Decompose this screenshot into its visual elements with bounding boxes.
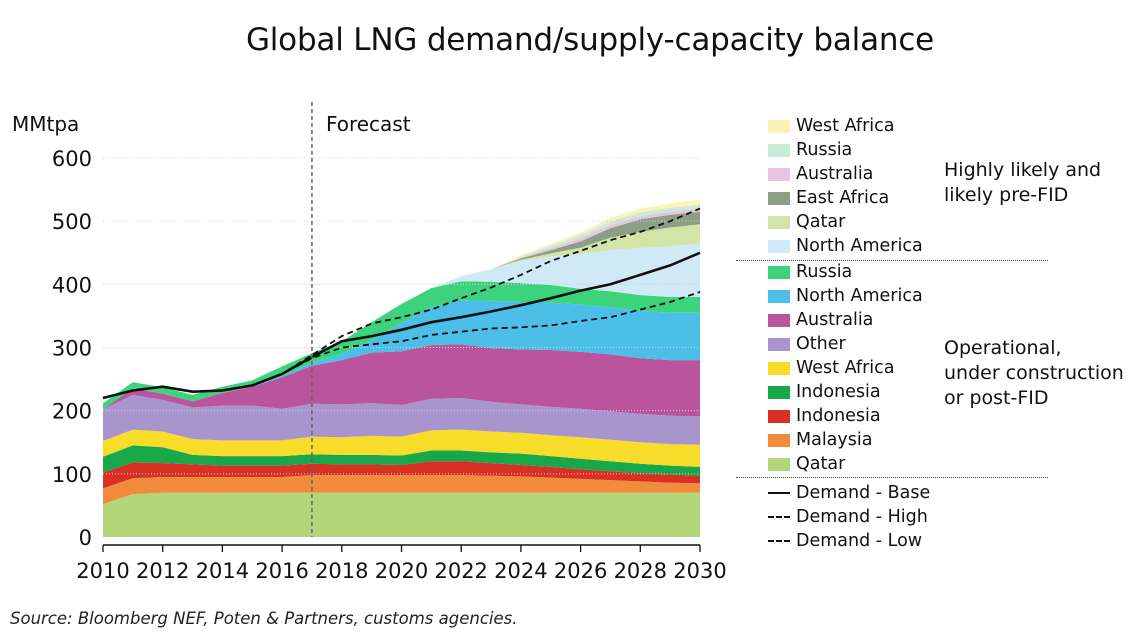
legend-item: Qatar [768,453,845,475]
area-operational-west-africa [103,429,700,467]
legend-item: Australia [768,309,873,331]
area-pre-FID-north-america [103,243,700,404]
legend-label: North America [796,236,923,256]
legend-label: Australia [796,310,874,330]
legend-line-swatch [768,516,790,518]
legend-item: Malaysia [768,429,872,451]
x-tick-label: 2010 [76,559,129,583]
axes: 2010 2012 2014 2016 2018 2020 2022 2024 2026 2028… [52,102,727,583]
x-tick-label: 2012 [136,559,189,583]
legend-label: North America [796,286,923,306]
area-operational-russia [103,281,700,410]
y-tick-label: 500 [52,210,92,234]
legend-item: Qatar [768,211,845,233]
legend-item: Other [768,333,846,355]
legend-item: Demand - Low [768,530,922,552]
y-tick-label: 0 [79,526,92,550]
legend-swatch [768,385,790,399]
y-tick-label: 400 [52,273,92,297]
x-tick-label: 2024 [494,559,547,583]
legend-label: Qatar [796,454,846,474]
area-operational-australia [103,344,700,417]
x-tick-label: 2026 [554,559,607,583]
legend-item: Demand - Base [768,482,930,504]
legend-swatch [768,239,790,253]
area-pre-FID-qatar [103,224,700,404]
legend-label: Demand - Low [796,531,923,551]
legend-swatch [768,313,790,327]
x-tick-label: 2018 [315,559,368,583]
chart-title: Global LNG demand/supply-capacity balanc… [245,22,935,58]
legend-label: Indonesia [796,382,881,402]
legend-swatch [768,191,790,205]
legend-label: East Africa [796,188,890,208]
legend-swatch [768,433,790,447]
forecast-label: Forecast [326,112,411,136]
legend-item: Demand - High [768,506,928,528]
y-tick-label: 300 [52,337,92,361]
legend-swatch [768,409,790,423]
y-tick-label: 100 [52,463,92,487]
x-tick-label: 2016 [255,559,308,583]
legend-label: West Africa [796,358,895,378]
prefid-group-label: Highly likely and likely pre-FID [944,159,1102,206]
legend-label: Indonesia [796,406,881,426]
legend-item: North America [768,285,923,307]
legend-item: West Africa [768,115,895,137]
area-operational-indonesia [103,445,700,476]
legend-label: Russia [796,140,853,160]
legend-separator-bottom [736,477,1048,478]
legend-line-swatch [768,540,790,542]
area-layers [103,199,700,537]
x-tick-label: 2028 [614,559,667,583]
line-demand-low [102,291,701,399]
legend-swatch [768,337,790,351]
legend-label: West Africa [796,116,895,136]
legend-label: Malaysia [796,430,873,450]
legend-item: Australia [768,163,873,185]
legend-item: Indonesia [768,381,881,403]
legend-item: Russia [768,139,852,161]
legend-item: West Africa [768,357,895,379]
area-pre-FID-east-africa [103,211,700,404]
y-axis-label: MMtpa [12,112,79,136]
area-operational-north-america [103,300,700,410]
legend-swatch [768,215,790,229]
legend-swatch [768,457,790,471]
area-operational-other [103,394,700,445]
demand-lines [102,207,701,400]
legend-swatch [768,143,790,157]
gridlines [103,157,700,475]
legend-label: Other [796,334,846,354]
legend-item: East Africa [768,187,889,209]
source-note: Source: Bloomberg NEF, Poten & Partners,… [10,609,518,628]
legend-label: Russia [796,262,853,282]
legend-line-swatch [768,492,790,494]
legend-label: Australia [796,164,874,184]
y-tick-label: 200 [52,400,92,424]
x-tick-label: 2030 [673,559,726,583]
y-tick-label: 600 [52,147,92,171]
legend-label: Demand - Base [796,483,931,503]
legend-label: Demand - High [796,507,928,527]
x-tick-label: 2014 [196,559,249,583]
legend-item: Indonesia [768,405,881,427]
legend-item: North America [768,235,923,257]
operational-group-label: Operational, under construction or post-… [944,337,1124,409]
legend-swatch [768,167,790,181]
legend-label: Qatar [796,212,846,232]
legend-swatch [768,361,790,375]
area-operational-malaysia [103,475,700,505]
x-tick-label: 2022 [434,559,487,583]
x-tick-label: 2020 [375,559,428,583]
legend-swatch [768,265,790,279]
legend-item: Russia [768,261,852,283]
area-operational-indonesia [103,461,700,489]
legend-swatch [768,289,790,303]
area-operational-qatar [103,492,700,537]
legend-swatch [768,119,790,133]
legend-separator-top [736,260,1048,261]
